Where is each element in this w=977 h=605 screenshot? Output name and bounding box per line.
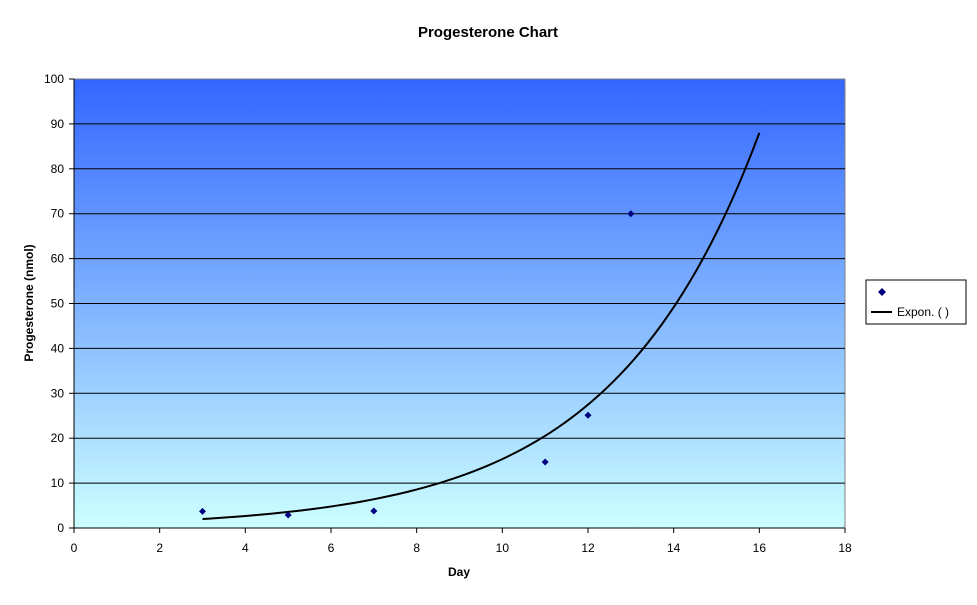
y-tick-label: 40 bbox=[51, 341, 65, 355]
y-tick-label: 30 bbox=[51, 386, 65, 400]
legend-label-trendline: Expon. ( ) bbox=[897, 305, 949, 319]
y-axis: 0 10 20 30 40 50 60 70 80 90 100 bbox=[44, 72, 75, 535]
chart-title: Progesterone Chart bbox=[418, 24, 558, 41]
x-tick-label: 6 bbox=[328, 541, 335, 555]
x-tick-label: 10 bbox=[496, 541, 510, 555]
legend: Expon. ( ) bbox=[865, 279, 967, 325]
data-point bbox=[199, 507, 206, 515]
data-points bbox=[199, 210, 635, 519]
x-tick-label: 14 bbox=[667, 541, 681, 555]
y-axis-label: Progesterone (nmol) bbox=[22, 244, 36, 361]
y-tick-label: 90 bbox=[51, 117, 65, 131]
x-tick-label: 18 bbox=[838, 541, 852, 555]
legend-marker-diamond bbox=[878, 288, 886, 296]
y-tick-label: 10 bbox=[51, 476, 65, 490]
legend-box bbox=[865, 279, 967, 325]
y-tick-label: 60 bbox=[51, 252, 65, 266]
y-tick-label: 0 bbox=[57, 521, 64, 535]
x-tick-label: 4 bbox=[242, 541, 249, 555]
data-point bbox=[584, 411, 592, 419]
trendline-group bbox=[202, 132, 761, 521]
x-axis-label: Day bbox=[448, 565, 470, 579]
x-tick-label: 12 bbox=[581, 541, 595, 555]
trendline-exponential bbox=[202, 132, 761, 521]
data-point bbox=[370, 507, 378, 515]
x-tick-label: 0 bbox=[71, 541, 78, 555]
x-tick-label: 16 bbox=[753, 541, 767, 555]
x-tick-label: 2 bbox=[156, 541, 163, 555]
y-tick-label: 20 bbox=[51, 431, 65, 445]
x-tick-label: 8 bbox=[413, 541, 420, 555]
y-tick-label: 80 bbox=[51, 162, 65, 176]
data-point bbox=[627, 210, 635, 218]
y-tick-label: 70 bbox=[51, 207, 65, 221]
gridlines bbox=[74, 123, 845, 484]
x-axis: 0 2 4 6 8 10 12 14 16 18 bbox=[71, 527, 852, 555]
data-point bbox=[284, 511, 292, 519]
data-point bbox=[541, 458, 549, 466]
y-tick-label: 50 bbox=[51, 297, 65, 311]
y-tick-label: 100 bbox=[44, 72, 64, 86]
